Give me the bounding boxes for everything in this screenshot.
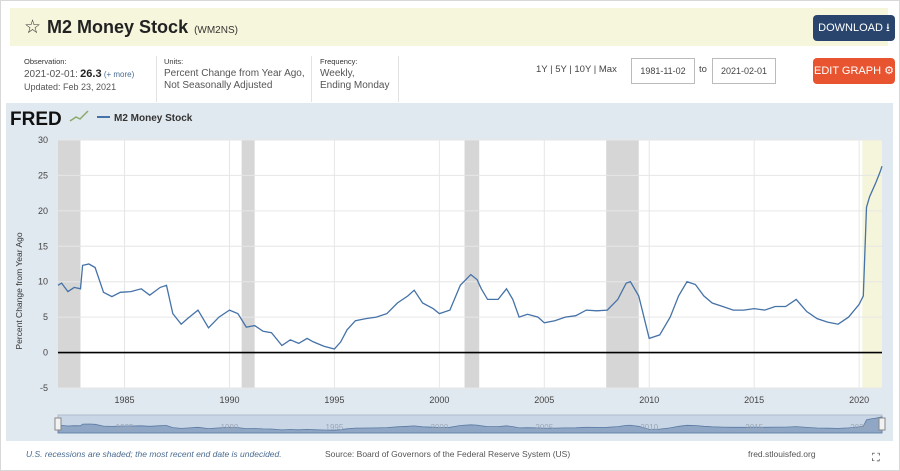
navigator-tick-label: 1990: [221, 423, 239, 432]
x-tick-label: 2005: [534, 395, 554, 405]
frequency-label: Frequency:: [320, 57, 358, 66]
navigator-tick-label: 2000: [430, 423, 448, 432]
range-presets[interactable]: 1Y | 5Y | 10Y | Max: [536, 64, 617, 75]
meta-divider: [398, 56, 399, 102]
start-date-input[interactable]: 1981-11-02: [631, 58, 695, 84]
observation-label: Observation:: [24, 57, 67, 66]
y-tick-label: 20: [38, 206, 48, 216]
navigator-tick-label: 2020: [850, 423, 868, 432]
observation-date: 2021-02-01:: [24, 69, 78, 80]
y-tick-label: 30: [38, 135, 48, 145]
source-text: Source: Board of Governors of the Federa…: [325, 449, 571, 459]
navigator-tick-label: 1985: [116, 423, 134, 432]
y-axis-label: Percent Change from Year Ago: [14, 232, 24, 349]
fullscreen-icon[interactable]: ⛶: [872, 452, 880, 464]
y-tick-label: 25: [38, 170, 48, 180]
y-tick-label: -5: [40, 383, 48, 393]
navigator-tick-label: 2010: [640, 423, 658, 432]
star-icon[interactable]: ☆: [24, 17, 42, 38]
navigator-handle-left[interactable]: [54, 417, 62, 431]
y-tick-label: 0: [43, 348, 48, 358]
fred-logo: FRED: [10, 109, 62, 130]
series-id: (WM2NS): [194, 25, 238, 36]
series-line-m2: [57, 165, 883, 350]
download-button[interactable]: DOWNLOAD ⭳: [813, 15, 895, 41]
meta-divider: [156, 56, 157, 102]
recession-band: [58, 140, 81, 388]
observation-block: Observation: 2021-02-01: 26.3 (+ more) U…: [24, 56, 134, 93]
chart-svg: FRED M2 Money Stock -5 0 5 10 15 20 25 30 1985 19…: [10, 109, 886, 434]
updated-date: Updated: Feb 23, 2021: [24, 82, 117, 92]
gear-icon: ⚙: [884, 65, 894, 77]
more-link[interactable]: (+ more): [103, 70, 135, 79]
units-line-1: Percent Change from Year Ago,: [164, 68, 305, 79]
x-tick-label: 2000: [429, 395, 449, 405]
navigator-handle-right[interactable]: [878, 417, 886, 431]
download-icon: ⭳: [885, 22, 890, 34]
navigator-tick-label: 2005: [535, 423, 553, 432]
x-tick-label: 2010: [639, 395, 659, 405]
recession-band: [241, 140, 255, 388]
y-tick-label: 15: [38, 241, 48, 251]
undecided-band: [862, 140, 882, 388]
edit-graph-button[interactable]: EDIT GRAPH ⚙: [813, 58, 895, 84]
fred-url[interactable]: fred.stlouisfed.org: [748, 449, 816, 459]
chart-panel: FRED M2 Money Stock -5 0 5 10 15 20 25 30 1985 19…: [6, 103, 893, 441]
units-block: Units: Percent Change from Year Ago, Not…: [164, 56, 305, 92]
units-label: Units:: [164, 57, 184, 66]
series-title: M2 Money Stock: [47, 17, 189, 37]
frequency-line-2: Ending Monday: [320, 80, 390, 91]
to-label: to: [699, 64, 707, 75]
y-tick-label: 5: [43, 312, 48, 322]
y-tick-label: 10: [38, 277, 48, 287]
units-line-2: Not Seasonally Adjusted: [164, 80, 273, 91]
frequency-line-1: Weekly,: [320, 68, 355, 79]
x-tick-label: 1995: [324, 395, 344, 405]
fred-logo-graph-icon: [69, 110, 89, 122]
end-date-input[interactable]: 2021-02-01: [712, 58, 776, 84]
recession-note: U.S. recessions are shaded; the most rec…: [26, 449, 282, 459]
recession-band: [464, 140, 480, 388]
x-tick-label: 1990: [219, 395, 239, 405]
x-tick-label: 1985: [115, 395, 135, 405]
meta-divider: [311, 56, 312, 102]
navigator-series: [57, 416, 883, 434]
edit-graph-label: EDIT GRAPH: [814, 65, 882, 77]
x-tick-label: 2020: [849, 395, 869, 405]
recession-band: [606, 140, 639, 388]
navigator-tick-label: 1995: [326, 423, 344, 432]
title-bar: ☆ M2 Money Stock (WM2NS): [10, 8, 888, 46]
x-tick-label: 2015: [744, 395, 764, 405]
legend-label: M2 Money Stock: [114, 113, 193, 124]
observation-value: 26.3: [80, 68, 102, 80]
download-label: DOWNLOAD: [818, 22, 883, 34]
frequency-block: Frequency: Weekly, Ending Monday: [320, 56, 390, 92]
navigator-tick-label: 2015: [745, 423, 763, 432]
